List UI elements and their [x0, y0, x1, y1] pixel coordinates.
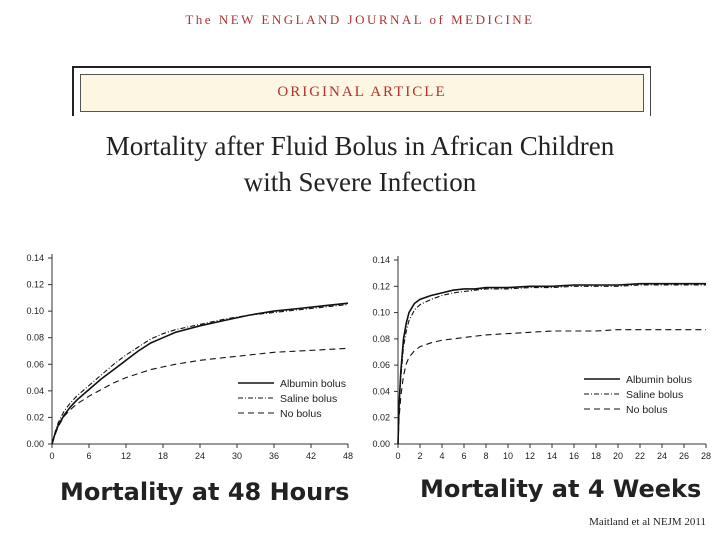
chart2-x-tick-label: 16 [569, 451, 579, 461]
chart1-series-dashdot [51, 303, 349, 445]
chart1-series-solid [51, 302, 349, 445]
chart1-legend-label: No bolus [280, 408, 321, 420]
chart2-series-solid [397, 282, 706, 445]
chart2-x-tick-label: 14 [547, 451, 557, 461]
journal-masthead: The NEW ENGLAND JOURNAL of MEDICINE [185, 12, 535, 27]
chart1-y-tick-label: 0.12 [26, 280, 44, 290]
source-credit: Maitland et al NEJM 2011 [589, 516, 706, 528]
chart2-x-tick-label: 26 [679, 451, 689, 461]
chart2-y-tick-label: 0.08 [372, 334, 390, 344]
chart2-x-tick-label: 20 [613, 451, 623, 461]
title-line-1: Mortality after Fluid Bolus in African C… [105, 131, 615, 161]
chart2-y-tick-label: 0.10 [372, 308, 390, 318]
chart1-y-tick-label: 0.02 [26, 412, 44, 422]
chart1-x-tick-label: 6 [86, 451, 91, 461]
chart2-y-tick-label: 0.14 [372, 255, 390, 265]
chart1-x-tick-label: 42 [306, 451, 316, 461]
chart-caption-48-hours: Mortality at 48 Hours [60, 478, 350, 506]
chart1-y-tick-label: 0.10 [26, 306, 44, 316]
chart2-y-tick-label: 0.06 [372, 360, 390, 370]
chart1-x-tick-label: 48 [343, 451, 353, 461]
article-type-panel: ORIGINAL ARTICLE [80, 74, 644, 112]
chart1-x-tick-label: 18 [158, 451, 168, 461]
chart2-x-tick-label: 24 [657, 451, 667, 461]
chart2-x-tick-label: 12 [525, 451, 535, 461]
title-line-2: with Severe Infection [243, 167, 477, 197]
chart2-x-tick-label: 8 [483, 451, 488, 461]
chart2-x-tick-label: 2 [417, 451, 422, 461]
chart2-legend-label: Saline bolus [626, 389, 683, 401]
chart2-x-tick-label: 28 [701, 451, 711, 461]
chart1-x-tick-label: 36 [269, 451, 279, 461]
chart2-x-tick-label: 10 [503, 451, 513, 461]
chart2-y-tick-label: 0.02 [372, 413, 390, 423]
chart2-x-tick-label: 18 [591, 451, 601, 461]
page-title: Mortality after Fluid Bolus in African C… [60, 128, 660, 200]
chart1-x-tick-label: 12 [121, 451, 131, 461]
chart1-y-tick-label: 0.08 [26, 333, 44, 343]
chart1-legend-label: Albumin bolus [280, 378, 346, 390]
chart1-x-tick-label: 0 [49, 451, 54, 461]
chart2-legend-label: No bolus [626, 404, 667, 416]
article-type-label: ORIGINAL ARTICLE [277, 84, 447, 100]
chart1-x-tick-label: 24 [195, 451, 205, 461]
chart2-x-tick-label: 22 [635, 451, 645, 461]
chart1-series-dashed [51, 347, 349, 445]
chart2-x-tick-label: 6 [461, 451, 466, 461]
chart1-y-tick-label: 0.00 [26, 439, 44, 449]
chart2-legend-label: Albumin bolus [626, 374, 692, 386]
chart2-series-dashdot [397, 284, 706, 445]
chart2-x-tick-label: 4 [439, 451, 444, 461]
chart2-y-tick-label: 0.04 [372, 386, 390, 396]
chart2-x-tick-label: 0 [395, 451, 400, 461]
chart2-y-tick-label: 0.00 [372, 439, 390, 449]
chart1-y-tick-label: 0.14 [26, 253, 44, 263]
chart-caption-4-weeks: Mortality at 4 Weeks [420, 475, 702, 503]
chart1-legend-label: Saline bolus [280, 393, 337, 405]
chart2-series-dashed [397, 329, 706, 445]
chart1-y-tick-label: 0.06 [26, 359, 44, 369]
article-type-banner: ORIGINAL ARTICLE [72, 66, 651, 116]
chart1-y-tick-label: 0.04 [26, 386, 44, 396]
chart1-x-tick-label: 30 [232, 451, 242, 461]
chart2-y-tick-label: 0.12 [372, 281, 390, 291]
